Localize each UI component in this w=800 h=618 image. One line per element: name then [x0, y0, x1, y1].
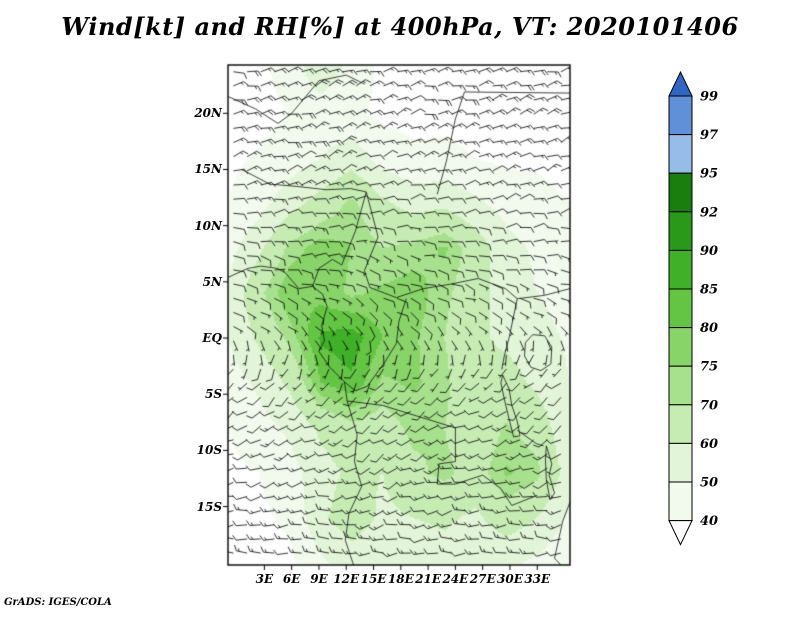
lon-tick-3E: 3E	[255, 572, 274, 586]
colorbar-segment	[668, 134, 693, 174]
colorbar-label-92: 92	[700, 205, 718, 220]
colorbar-svg: 99 97 95 92 90 85 80 75 70 60 50 40	[668, 70, 718, 546]
lon-tick-21E: 21E	[415, 572, 442, 586]
colorbar-label-97: 97	[700, 128, 718, 143]
colorbar-segment	[668, 404, 693, 444]
colorbar-label-50: 50	[700, 476, 718, 491]
colorbar-label-85: 85	[700, 283, 718, 298]
colorbar-segment	[668, 211, 693, 251]
lat-tick-10N: 10N	[194, 218, 222, 233]
colorbar-segment	[668, 327, 693, 367]
colorbar-label-95: 95	[700, 167, 718, 182]
colorbar-label-75: 75	[700, 360, 718, 375]
lon-tick-15E: 15E	[360, 572, 387, 586]
colorbar-segment	[668, 365, 693, 406]
colorbar: 99 97 95 92 90 85 80 75 70 60 50 40	[668, 70, 730, 558]
lat-tick-15S: 15S	[196, 499, 222, 514]
lat-tick-15N: 15N	[194, 162, 222, 177]
colorbar-label-90: 90	[700, 244, 718, 259]
colorbar-segment	[668, 442, 693, 483]
colorbar-segment	[668, 95, 693, 136]
colorbar-segment	[668, 172, 693, 213]
lon-tick-9E: 9E	[310, 572, 328, 586]
chart-title: Wind[kt] and RH[%] at 400hPa, VT: 202010…	[61, 12, 739, 41]
lon-tick-18E: 18E	[387, 572, 414, 586]
lat-tick-5N: 5N	[202, 274, 222, 289]
colorbar-label-60: 60	[700, 437, 718, 452]
colorbar-label-99: 99	[700, 90, 718, 105]
grads-stamp: GrADS: IGES/COLA	[4, 597, 112, 608]
map-canvas	[220, 57, 578, 573]
colorbar-label-70: 70	[700, 398, 718, 413]
lat-tick-10S: 10S	[196, 443, 222, 458]
lon-tick-12E: 12E	[333, 572, 360, 586]
lat-tick-20N: 20N	[194, 106, 222, 121]
colorbar-label-40: 40	[700, 514, 718, 529]
colorbar-label-80: 80	[700, 321, 718, 336]
colorbar-segment	[668, 481, 693, 522]
lon-tick-24E: 24E	[442, 572, 469, 586]
lon-tick-6E: 6E	[282, 572, 301, 586]
colorbar-segment	[668, 249, 693, 290]
colorbar-segment	[668, 288, 693, 329]
lon-tick-30E: 30E	[497, 572, 523, 586]
lat-tick-5S: 5S	[204, 387, 222, 402]
lon-tick-33E: 33E	[524, 572, 551, 586]
lon-tick-27E: 27E	[469, 572, 496, 586]
lat-tick-EQ: EQ	[202, 331, 222, 346]
